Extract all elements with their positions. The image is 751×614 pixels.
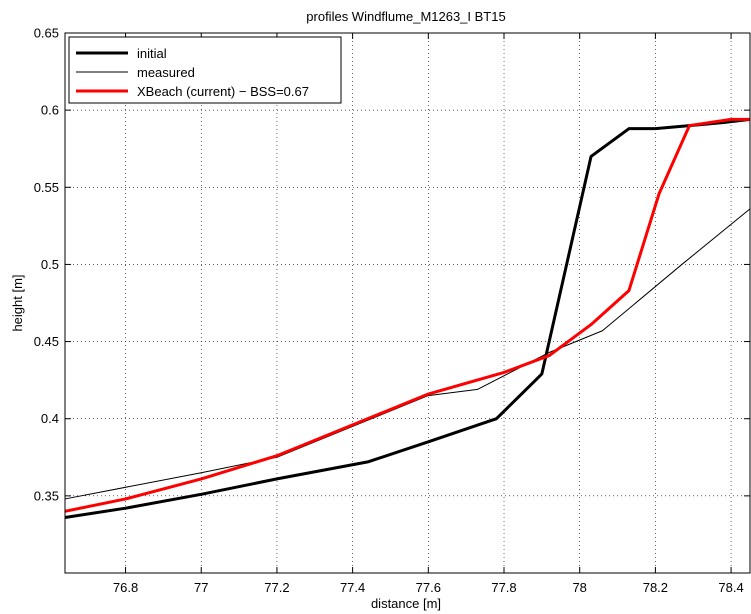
series-line-xbeach — [64, 117, 750, 513]
y-tick-label: 0.4 — [41, 411, 59, 426]
y-tick-label: 0.35 — [34, 488, 59, 503]
x-tick-label: 78 — [572, 580, 586, 595]
legend-label-initial: initial — [137, 46, 167, 61]
y-axis-label: height [m] — [10, 274, 25, 331]
chart-title: profiles Windflume_M1263_I BT15 — [306, 9, 505, 24]
legend: initial measured XBeach (current) − BSS=… — [68, 36, 342, 104]
plot-frame — [64, 32, 751, 574]
series-line-initial — [64, 117, 751, 519]
x-tick-label: 77.6 — [416, 580, 441, 595]
legend-label-measured: measured — [137, 65, 195, 80]
x-tick-labels: 76.8 77 77.2 77.4 77.6 77.8 78 78.2 78.4 — [113, 580, 744, 595]
y-tick-label: 0.55 — [34, 180, 59, 195]
y-tick-label: 0.45 — [34, 334, 59, 349]
y-tick-label: 0.5 — [41, 257, 59, 272]
y-tick-label: 0.6 — [41, 103, 59, 118]
x-tick-label: 78.2 — [643, 580, 668, 595]
plot-area — [65, 33, 750, 573]
x-tick-label: 77 — [194, 580, 208, 595]
x-tick-label: 77.8 — [491, 580, 516, 595]
x-axis-label: distance [m] — [371, 596, 441, 611]
legend-label-xbeach: XBeach (current) − BSS=0.67 — [137, 84, 309, 99]
series-line-measured — [64, 208, 751, 500]
x-tick-label: 77.2 — [264, 580, 289, 595]
x-tick-label: 76.8 — [113, 580, 138, 595]
x-tick-label: 78.4 — [718, 580, 743, 595]
series-lines — [64, 117, 751, 519]
y-tick-label: 0.65 — [34, 26, 59, 41]
y-tick-labels: 0.35 0.4 0.45 0.5 0.55 0.6 0.65 — [34, 26, 59, 504]
x-tick-label: 77.4 — [340, 580, 365, 595]
